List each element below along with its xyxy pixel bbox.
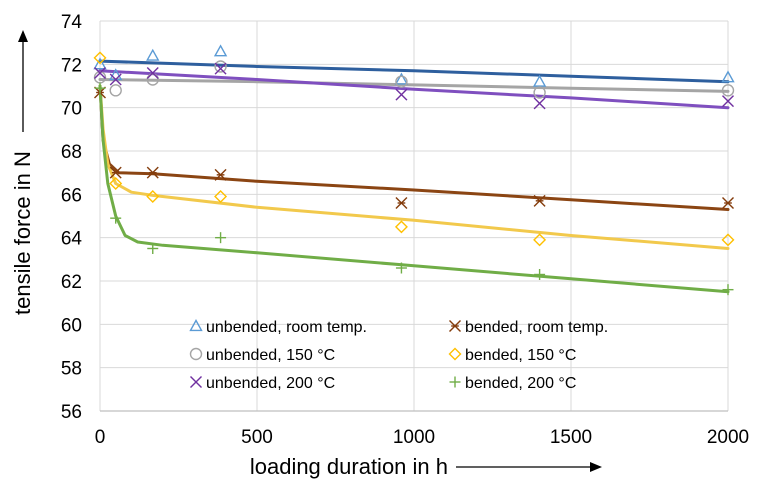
legend-label: bended, room temp.: [465, 319, 608, 336]
x-tick-label: 500: [241, 427, 273, 448]
legend-marker: [190, 376, 202, 388]
data-point: [214, 62, 227, 75]
data-point: [395, 88, 408, 101]
data-point: [722, 197, 734, 209]
legend-marker: [449, 376, 461, 388]
legend-label: bended, 150 °C: [465, 347, 576, 364]
fit-lines: [98, 59, 730, 294]
legend-label: bended, 200 °C: [465, 375, 576, 392]
legend-item: bended, 200 °C: [449, 375, 576, 392]
fit-line: [98, 69, 730, 110]
data-point: [146, 73, 159, 86]
data-point: [534, 269, 546, 280]
data-point: [214, 168, 227, 181]
x-tick-labels: 0 500 1000 1500 2000: [95, 427, 749, 448]
data-point: [533, 233, 547, 247]
fit-line: [98, 84, 730, 294]
data-point: [94, 67, 106, 79]
data-point: [214, 190, 228, 203]
data-point: [533, 86, 546, 99]
data-point: [94, 82, 106, 94]
x-tick-label: 2000: [707, 427, 749, 448]
x-tick-label: 0: [95, 427, 106, 448]
data-point: [395, 75, 408, 88]
legend-label: unbended, 200 °C: [206, 375, 335, 392]
y-tick-label: 70: [61, 99, 82, 120]
legend-marker: [449, 320, 461, 332]
y-tick-label: 74: [61, 12, 83, 33]
x-axis-arrow: [456, 462, 602, 472]
data-point: [394, 72, 409, 85]
data-point: [109, 84, 122, 97]
data-point: [93, 57, 107, 70]
legend: unbended, room temp. bended, room temp. un…: [189, 319, 608, 392]
legend-item: bended, room temp.: [449, 319, 608, 336]
data-point: [533, 194, 546, 207]
y-axis-arrow: [18, 30, 28, 132]
data-point: [93, 51, 107, 65]
fit-line: [98, 78, 730, 93]
y-tick-label: 64: [61, 229, 83, 250]
data-point: [147, 243, 159, 254]
y-axis-label: tensile force in N: [10, 151, 35, 315]
x-tick-label: 1000: [393, 427, 435, 448]
y-tick-label: 60: [61, 315, 82, 336]
data-point: [532, 74, 547, 87]
data-point: [146, 190, 160, 203]
legend-marker: [448, 347, 462, 361]
legend-label: unbended, 150 °C: [206, 347, 335, 364]
data-point: [722, 95, 734, 108]
y-tick-label: 72: [61, 55, 82, 76]
y-tick-label: 56: [61, 402, 82, 423]
y-tick-label: 62: [61, 272, 82, 293]
data-markers: [93, 44, 735, 296]
fit-line: [98, 59, 730, 84]
data-point: [109, 73, 122, 86]
y-tick-label: 66: [61, 185, 82, 206]
data-point: [394, 220, 408, 234]
y-tick-label: 58: [61, 359, 82, 380]
fit-line: [98, 84, 730, 250]
data-point: [215, 232, 227, 244]
legend-marker: [189, 319, 203, 332]
legend-marker: [189, 347, 203, 361]
data-point: [109, 166, 122, 179]
data-point: [213, 44, 228, 57]
legend-item: unbended, 150 °C: [189, 347, 335, 364]
legend-item: bended, 150 °C: [448, 347, 576, 364]
x-axis-label: loading duration in h: [250, 454, 448, 479]
data-point: [722, 284, 734, 296]
y-tick-labels: 56 58 60 62 64 66 68 70 72 74: [61, 12, 83, 423]
x-tick-label: 1500: [550, 427, 592, 448]
legend-label: unbended, room temp.: [206, 319, 367, 336]
data-point: [533, 97, 546, 110]
data-point: [110, 212, 122, 224]
legend-item: unbended, 200 °C: [190, 375, 335, 392]
data-point: [721, 84, 735, 97]
y-tick-label: 68: [61, 142, 82, 163]
legend-item: unbended, room temp.: [189, 319, 367, 336]
data-point: [721, 233, 735, 247]
data-point: [395, 262, 407, 274]
data-point: [146, 67, 159, 79]
data-point: [395, 197, 408, 209]
data-point: [721, 70, 735, 83]
data-point: [109, 177, 123, 190]
data-point: [146, 166, 159, 179]
data-point: [146, 48, 160, 61]
data-point: [214, 60, 227, 73]
